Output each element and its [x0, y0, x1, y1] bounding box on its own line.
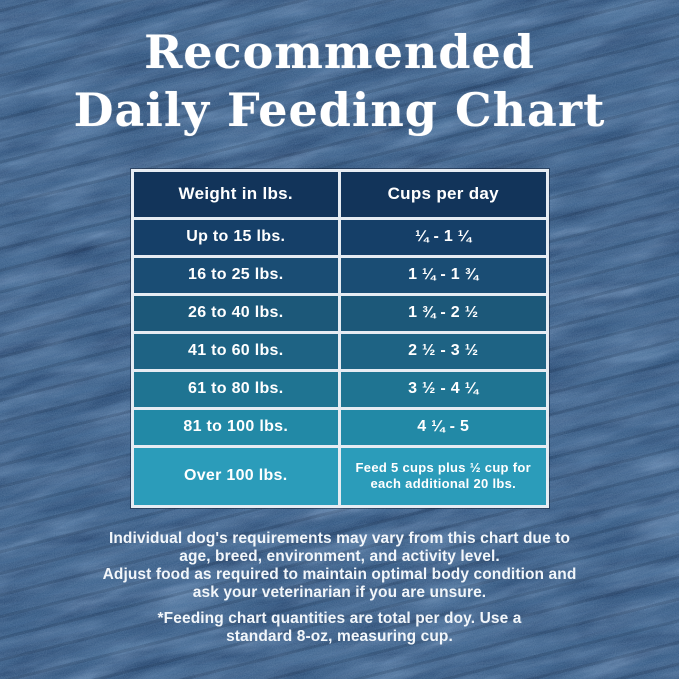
table-row: Over 100 lbs. Feed 5 cups plus ½ cup for … — [133, 447, 546, 505]
weight-value: 26 to 40 lbs. — [133, 295, 338, 331]
table-header-row: Weight in lbs. Cups per day — [133, 171, 546, 217]
text-line: ask your veterinarian if you are unsure. — [192, 583, 487, 601]
title-line-2: Daily Feeding Chart — [73, 82, 606, 137]
weight-value: 81 to 100 lbs. — [133, 409, 338, 445]
column-header-cups: Cups per day — [341, 171, 546, 217]
weight-value: Over 100 lbs. — [133, 447, 338, 505]
text-line: Adjust food as required to maintain opti… — [102, 565, 577, 583]
text-line: standard 8-oz, measuring cup. — [226, 627, 453, 645]
weight-value: 16 to 25 lbs. — [133, 257, 338, 293]
title-line-1: Recommended — [144, 25, 535, 79]
table-row: 61 to 80 lbs. 3 ½ - 4 ¼ — [133, 371, 546, 407]
column-header-weight: Weight in lbs. — [133, 171, 338, 217]
weight-value: 41 to 60 lbs. — [133, 333, 338, 369]
text-line: age, breed, environment, and activity le… — [179, 547, 500, 565]
cups-value: 1 ¼ - 1 ¾ — [341, 257, 546, 293]
cups-value: ¼ - 1 ¼ — [341, 219, 546, 255]
notes-section: Individual dog's requirements may vary f… — [0, 530, 679, 646]
cups-value: 2 ½ - 3 ½ — [341, 333, 546, 369]
table-row: 81 to 100 lbs. 4 ¼ - 5 — [133, 409, 546, 445]
weight-value: 61 to 80 lbs. — [133, 371, 338, 407]
page-title: Recommended Daily Feeding Chart — [0, 24, 679, 140]
cups-value: 4 ¼ - 5 — [341, 409, 546, 445]
table-row: Up to 15 lbs. ¼ - 1 ¼ — [133, 219, 546, 255]
cups-value: 3 ½ - 4 ¼ — [341, 371, 546, 407]
disclaimer-text: Individual dog's requirements may vary f… — [0, 530, 679, 602]
cups-value: Feed 5 cups plus ½ cup for each addition… — [341, 447, 546, 505]
feeding-table: Weight in lbs. Cups per day Up to 15 lbs… — [130, 168, 549, 508]
text-line: Individual dog's requirements may vary f… — [108, 529, 571, 547]
weight-value: Up to 15 lbs. — [133, 219, 338, 255]
text-line: *Feeding chart quantities are total per … — [157, 609, 522, 627]
table-row: 41 to 60 lbs. 2 ½ - 3 ½ — [133, 333, 546, 369]
footnote-text: *Feeding chart quantities are total per … — [0, 610, 679, 646]
table-row: 16 to 25 lbs. 1 ¼ - 1 ¾ — [133, 257, 546, 293]
table-row: 26 to 40 lbs. 1 ¾ - 2 ½ — [133, 295, 546, 331]
cups-value: 1 ¾ - 2 ½ — [341, 295, 546, 331]
